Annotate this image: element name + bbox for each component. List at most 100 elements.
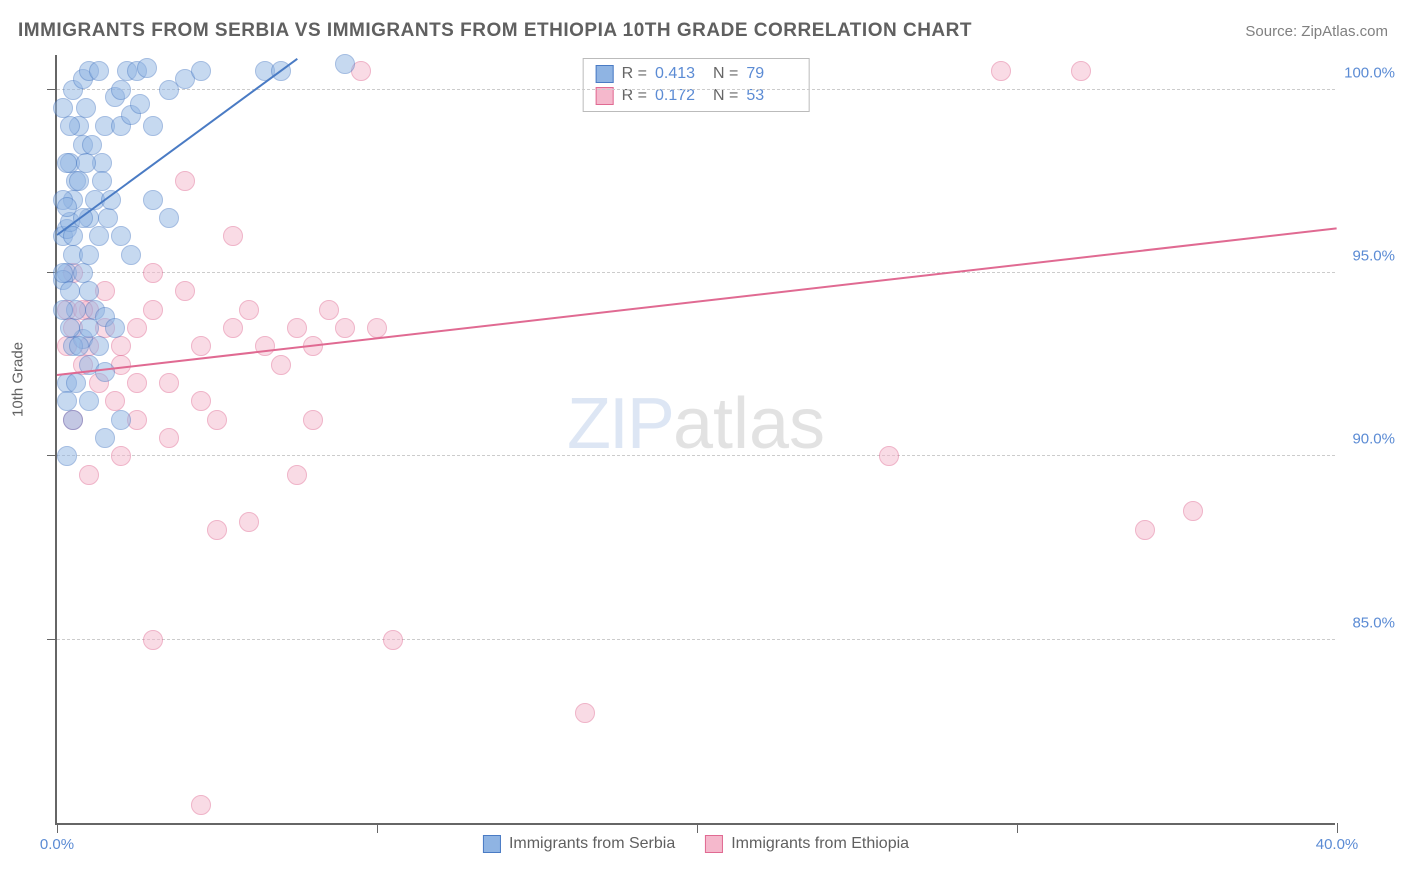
- data-point: [207, 410, 227, 430]
- data-point: [79, 245, 99, 265]
- data-point: [127, 318, 147, 338]
- data-point: [207, 520, 227, 540]
- swatch-ethiopia: [596, 87, 614, 105]
- data-point: [191, 336, 211, 356]
- tick-x: [1337, 823, 1338, 833]
- data-point: [53, 300, 73, 320]
- legend-swatch-serbia: [483, 835, 501, 853]
- data-point: [95, 362, 115, 382]
- bottom-legend: Immigrants from Serbia Immigrants from E…: [483, 835, 909, 853]
- data-point: [111, 446, 131, 466]
- data-point: [143, 300, 163, 320]
- data-point: [367, 318, 387, 338]
- tick-x: [1017, 823, 1018, 833]
- data-point: [137, 58, 157, 78]
- data-point: [63, 410, 83, 430]
- data-point: [383, 630, 403, 650]
- data-point: [73, 263, 93, 283]
- data-point: [57, 391, 77, 411]
- y-tick-label: 85.0%: [1352, 614, 1395, 631]
- data-point: [89, 226, 109, 246]
- data-point: [79, 318, 99, 338]
- data-point: [111, 336, 131, 356]
- data-point: [76, 153, 96, 173]
- data-point: [105, 318, 125, 338]
- data-point: [159, 208, 179, 228]
- n-label-2: N =: [713, 87, 738, 105]
- data-point: [82, 135, 102, 155]
- data-point: [223, 318, 243, 338]
- data-point: [575, 703, 595, 723]
- tick-y: [47, 89, 57, 90]
- source-attribution: Source: ZipAtlas.com: [1245, 23, 1388, 40]
- data-point: [143, 190, 163, 210]
- tick-y: [47, 639, 57, 640]
- data-point: [1135, 520, 1155, 540]
- data-point: [191, 61, 211, 81]
- legend-item-ethiopia: Immigrants from Ethiopia: [705, 835, 909, 853]
- chart-header: IMMIGRANTS FROM SERBIA VS IMMIGRANTS FRO…: [18, 20, 1388, 42]
- data-point: [159, 373, 179, 393]
- r-value-2: 0.172: [655, 87, 705, 105]
- data-point: [60, 318, 80, 338]
- data-point: [191, 391, 211, 411]
- data-point: [60, 116, 80, 136]
- data-point: [239, 512, 259, 532]
- n-value-1: 79: [746, 65, 796, 83]
- data-point: [303, 410, 323, 430]
- watermark-zip: ZIP: [567, 384, 673, 464]
- legend-swatch-ethiopia: [705, 835, 723, 853]
- y-tick-label: 100.0%: [1344, 64, 1395, 81]
- tick-x: [377, 823, 378, 833]
- gridline-h: [57, 639, 1335, 640]
- data-point: [143, 263, 163, 283]
- data-point: [57, 153, 77, 173]
- data-point: [79, 465, 99, 485]
- data-point: [89, 336, 109, 356]
- source-prefix: Source:: [1245, 23, 1301, 40]
- data-point: [335, 54, 355, 74]
- data-point: [111, 80, 131, 100]
- data-point: [57, 446, 77, 466]
- data-point: [69, 171, 89, 191]
- data-point: [879, 446, 899, 466]
- n-value-2: 53: [746, 87, 796, 105]
- data-point: [239, 300, 259, 320]
- data-point: [92, 171, 112, 191]
- gridline-h: [57, 89, 1335, 90]
- legend-label-serbia: Immigrants from Serbia: [509, 835, 675, 853]
- gridline-h: [57, 455, 1335, 456]
- data-point: [127, 373, 147, 393]
- data-point: [69, 336, 89, 356]
- data-point: [175, 171, 195, 191]
- data-point: [319, 300, 339, 320]
- gridline-h: [57, 272, 1335, 273]
- data-point: [159, 428, 179, 448]
- data-point: [121, 245, 141, 265]
- data-point: [66, 373, 86, 393]
- watermark-atlas: atlas: [673, 384, 825, 464]
- source-name: ZipAtlas.com: [1301, 23, 1388, 40]
- tick-y: [47, 455, 57, 456]
- data-point: [175, 281, 195, 301]
- x-tick-label: 40.0%: [1316, 836, 1359, 853]
- chart-title: IMMIGRANTS FROM SERBIA VS IMMIGRANTS FRO…: [18, 20, 972, 42]
- tick-x: [57, 823, 58, 833]
- data-point: [1183, 501, 1203, 521]
- x-tick-label: 0.0%: [40, 836, 74, 853]
- data-point: [130, 94, 150, 114]
- data-point: [335, 318, 355, 338]
- data-point: [223, 226, 243, 246]
- y-tick-label: 90.0%: [1352, 431, 1395, 448]
- watermark: ZIPatlas: [567, 383, 825, 465]
- data-point: [287, 318, 307, 338]
- data-point: [79, 391, 99, 411]
- legend-label-ethiopia: Immigrants from Ethiopia: [731, 835, 909, 853]
- stats-row-serbia: R = 0.413 N = 79: [596, 63, 797, 85]
- data-point: [111, 410, 131, 430]
- data-point: [271, 355, 291, 375]
- plot-area: ZIPatlas R = 0.413 N = 79 R = 0.172 N = …: [55, 55, 1335, 825]
- y-tick-label: 95.0%: [1352, 248, 1395, 265]
- data-point: [53, 98, 73, 118]
- data-point: [105, 391, 125, 411]
